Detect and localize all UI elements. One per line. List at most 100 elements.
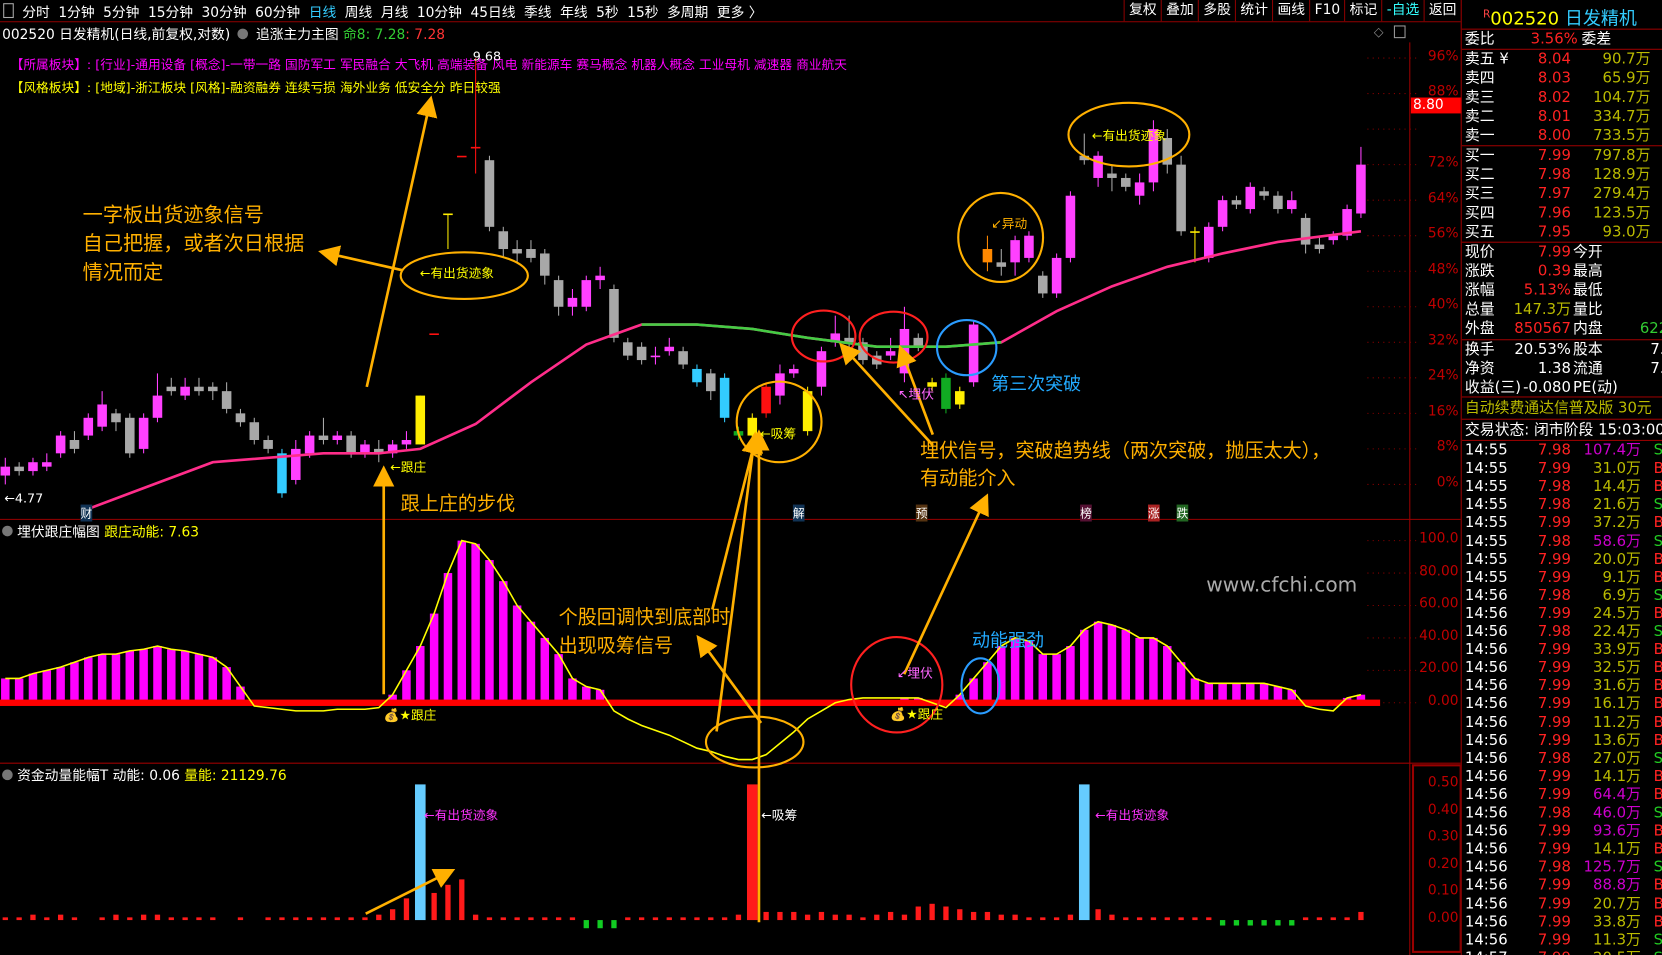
- indicator2-bar: [1078, 784, 1090, 921]
- panel-toggle-icon[interactable]: [3, 3, 14, 19]
- candle-body: [1342, 209, 1352, 236]
- tab-period[interactable]: 季线: [524, 4, 552, 21]
- main-indicator-name[interactable]: 追涨主力主图: [255, 27, 339, 44]
- indicator1-bar: [402, 670, 411, 703]
- price-axis-label: 16%: [1427, 403, 1459, 420]
- indicator1-bar: [595, 689, 605, 703]
- indicator1-bar: [1287, 689, 1297, 703]
- indicator2-bar: [777, 911, 783, 921]
- tool-button[interactable]: 标记: [1344, 0, 1381, 22]
- indicator2-bar: [874, 914, 880, 921]
- indicator1-bar: [1176, 662, 1186, 703]
- tool-button[interactable]: 叠加: [1160, 0, 1198, 22]
- tab-period[interactable]: 30分钟: [201, 4, 247, 21]
- indicator-dropdown-icon[interactable]: [237, 28, 249, 40]
- tick-trade-row: 14:567.986.9万S: [1464, 587, 1662, 604]
- indicator1-axis-label: 40.00: [1419, 628, 1459, 645]
- indicator2-bar: [376, 914, 382, 921]
- tab-period[interactable]: 5秒: [596, 4, 619, 21]
- event-tag[interactable]: 榜: [1080, 504, 1092, 522]
- indicator1-bar: [42, 670, 52, 703]
- indicator2-bar: [943, 906, 949, 921]
- indicator1-bar: [582, 686, 591, 703]
- tab-period[interactable]: 15秒: [627, 4, 659, 21]
- tab-period[interactable]: 1分钟: [58, 4, 95, 21]
- diamond-icon[interactable]: ◇: [1373, 24, 1384, 40]
- annotation-circle: [704, 715, 805, 769]
- tool-button[interactable]: -自选: [1381, 0, 1423, 22]
- indicator1-bar: [969, 678, 978, 703]
- tab-period[interactable]: 45日线: [470, 4, 516, 21]
- annotation-circle: [960, 657, 1001, 715]
- tab-period[interactable]: 周线: [344, 4, 373, 21]
- indicator2-bar: [1330, 917, 1336, 921]
- tab-period[interactable]: 更多 〉: [716, 4, 763, 21]
- indicator1-bar: [1080, 629, 1089, 703]
- indicator2-name[interactable]: 资金动量能幅T: [17, 768, 109, 785]
- tab-period[interactable]: 多周期: [666, 4, 709, 21]
- candle-body: [567, 297, 578, 307]
- indicator1-name[interactable]: 埋伏跟庄幅图: [17, 524, 100, 541]
- collapse-icon[interactable]: [2, 769, 13, 781]
- indicator2-bar: [1178, 917, 1184, 921]
- annotation-arrow: [711, 432, 763, 610]
- tab-period[interactable]: 月线: [380, 4, 409, 21]
- annotation-arrow: [839, 342, 934, 447]
- indicator2-axis-frame: [1411, 764, 1461, 953]
- tab-period[interactable]: 日线: [308, 4, 337, 21]
- event-tag[interactable]: 涨: [1147, 504, 1160, 522]
- indicator1-bar: [84, 657, 93, 703]
- indicator2-bar: [1136, 917, 1143, 921]
- annotation-circle: [957, 191, 1045, 284]
- candle-body: [138, 417, 149, 449]
- indicator1-bar: [14, 678, 24, 703]
- tool-button[interactable]: 返回: [1423, 0, 1461, 22]
- chart-canvas[interactable]: [0, 0, 1461, 955]
- indicator1-bar: [485, 560, 494, 703]
- indicator2-bar: [763, 911, 769, 921]
- candle-body: [609, 288, 619, 338]
- indicator1-bar: [1093, 621, 1103, 703]
- tool-button[interactable]: 复权: [1123, 0, 1161, 22]
- indicator1-bar: [139, 649, 148, 703]
- price-axis-label: 48%: [1427, 261, 1459, 278]
- annotation-follow3: 💰★跟庄: [890, 707, 944, 722]
- window-icon[interactable]: [1393, 25, 1406, 39]
- indicator2-axis-label: 0.40: [1427, 801, 1459, 818]
- tool-button[interactable]: 多股: [1197, 0, 1235, 22]
- tool-button[interactable]: 画线: [1272, 0, 1309, 22]
- event-tag[interactable]: 财: [80, 504, 93, 522]
- candle-body: [512, 249, 522, 254]
- tab-period[interactable]: 5分钟: [103, 4, 140, 21]
- indicator2-bar: [16, 917, 22, 921]
- event-tag[interactable]: 解: [792, 504, 805, 522]
- tool-button[interactable]: F10: [1309, 0, 1344, 22]
- tab-period[interactable]: 10分钟: [416, 4, 462, 21]
- event-tag[interactable]: 跌: [1176, 504, 1189, 522]
- low-price-label: ←4.77: [4, 490, 44, 506]
- promo-banner[interactable]: 自动续费通达信普及版 30元: [1464, 399, 1652, 417]
- annotation-circle: [735, 380, 823, 464]
- candle-body: [457, 155, 467, 158]
- annotation-circle: [790, 309, 857, 363]
- ming-value: : 7.28: [405, 27, 446, 44]
- high-price-label: 9.68: [472, 48, 502, 64]
- tab-period[interactable]: 年线: [560, 4, 588, 21]
- annotation-ambush: ↖埋伏: [897, 386, 934, 402]
- candle-body: [1245, 186, 1256, 210]
- candle-body: [1176, 164, 1186, 232]
- event-tag[interactable]: 预: [915, 504, 928, 522]
- tab-period[interactable]: 60分钟: [255, 4, 301, 21]
- tab-period[interactable]: 分时: [22, 4, 50, 21]
- indicator2-bar: [818, 911, 825, 921]
- collapse-icon[interactable]: [2, 525, 13, 537]
- indicator2-bar: [528, 917, 534, 921]
- tool-button[interactable]: 统计: [1235, 0, 1272, 22]
- indicator2-bar: [1316, 917, 1323, 921]
- tab-period[interactable]: 15分钟: [147, 4, 194, 21]
